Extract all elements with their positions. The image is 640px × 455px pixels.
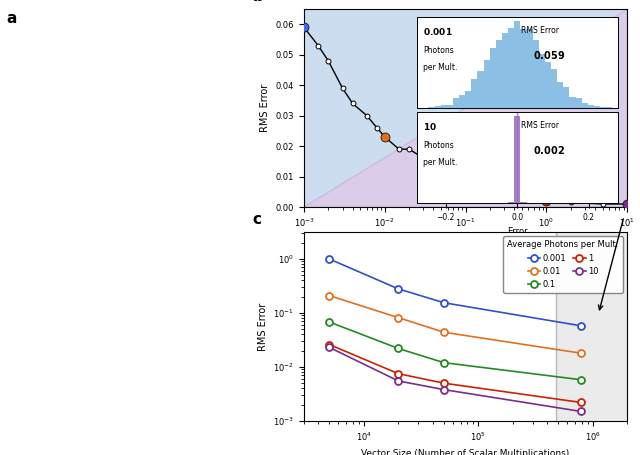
X-axis label: Average Photons per Scalar Multiplication: Average Photons per Scalar Multiplicatio… — [371, 235, 561, 244]
1 — [577, 399, 584, 405]
10 — [394, 378, 402, 384]
X-axis label: Vector Size (Number of Scalar Multiplications): Vector Size (Number of Scalar Multiplica… — [362, 449, 570, 455]
10 — [326, 345, 333, 350]
1 — [326, 342, 333, 347]
Legend: 0.001, 0.01, 0.1, 1, 10: 0.001, 0.01, 0.1, 1, 10 — [503, 236, 623, 293]
0.001 — [577, 323, 584, 329]
0.01 — [577, 350, 584, 356]
Y-axis label: RMS Error: RMS Error — [260, 84, 270, 132]
Polygon shape — [304, 9, 627, 207]
Text: a: a — [6, 11, 17, 26]
0.001 — [326, 256, 333, 262]
Line: 1: 1 — [326, 341, 584, 406]
10 — [440, 387, 448, 392]
Line: 0.01: 0.01 — [326, 292, 584, 357]
Line: 10: 10 — [326, 344, 584, 415]
Text: b: b — [252, 0, 263, 4]
0.1 — [577, 377, 584, 382]
Polygon shape — [304, 9, 627, 207]
1 — [394, 371, 402, 376]
0.001 — [440, 300, 448, 305]
0.01 — [326, 293, 333, 298]
0.1 — [326, 319, 333, 325]
0.01 — [394, 315, 402, 320]
0.1 — [394, 346, 402, 351]
Line: 0.1: 0.1 — [326, 318, 584, 383]
10 — [577, 409, 584, 414]
0.1 — [440, 360, 448, 365]
0.001 — [394, 286, 402, 292]
1 — [440, 380, 448, 386]
Text: c: c — [252, 212, 261, 228]
Line: 0.001: 0.001 — [326, 256, 584, 329]
Y-axis label: RMS Error: RMS Error — [258, 302, 268, 351]
0.01 — [440, 329, 448, 335]
